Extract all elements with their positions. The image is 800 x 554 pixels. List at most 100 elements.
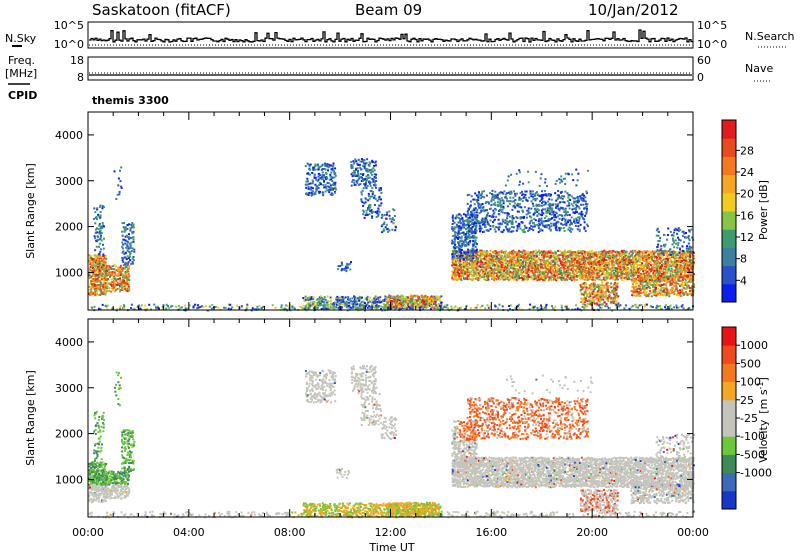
power-echo-cell — [458, 255, 461, 258]
power-echo-cell — [120, 186, 123, 189]
power-echo-cell — [657, 266, 660, 269]
power-echo-cell — [651, 256, 653, 259]
power-echo-cell — [558, 267, 561, 270]
power-echo-cell — [370, 209, 373, 211]
power-echo-cell — [522, 252, 525, 255]
power-echo-cell — [326, 165, 328, 168]
power-echo-cell — [319, 165, 322, 168]
power-echo-cell — [550, 252, 553, 255]
power-echo-cell — [358, 299, 361, 302]
power-echo-cell — [648, 253, 650, 256]
power-echo-cell — [360, 301, 363, 304]
power-echo-cell — [373, 194, 376, 197]
power-echo-cell — [378, 189, 381, 192]
power-echo-cell — [474, 261, 477, 264]
power-echo-cell — [668, 265, 671, 268]
power-echo-cell — [472, 249, 475, 252]
power-echo-cell — [367, 176, 370, 179]
power-echo-cell — [594, 279, 597, 282]
power-echo-cell — [552, 252, 555, 255]
power-echo-cell — [372, 170, 375, 173]
power-echo-cell — [627, 260, 630, 263]
power-echo-cell — [110, 268, 113, 271]
power-echo-cell — [117, 278, 120, 281]
power-echo-cell — [664, 268, 667, 271]
power-echo-cell — [621, 263, 624, 266]
power-echo-cell — [596, 270, 599, 273]
power-echo-cell — [317, 187, 320, 189]
power-echo-cell — [633, 264, 635, 267]
power-echo-cell — [535, 263, 538, 265]
power-echo-cell — [577, 250, 580, 253]
power-echo-cell — [384, 295, 387, 298]
power-echo-cell — [578, 255, 581, 258]
power-echo-cell — [369, 204, 372, 207]
power-echo-cell — [586, 254, 589, 257]
power-echo-cell — [126, 269, 129, 272]
power-echo-cell — [497, 222, 500, 225]
power-echo-cell — [621, 254, 623, 257]
power-echo-cell — [548, 254, 551, 257]
power-echo-cell — [674, 252, 677, 255]
power-echo-cell — [127, 275, 130, 278]
power-echo-cell — [385, 306, 388, 309]
power-echo-cell — [564, 253, 567, 255]
power-echo-cell — [362, 164, 365, 167]
power-echo-cell — [612, 275, 614, 278]
power-echo-cell — [523, 196, 526, 199]
power-echo-cell — [106, 279, 109, 282]
power-echo-cell — [103, 290, 106, 293]
power-echo-cell — [643, 259, 646, 262]
power-echo-cell — [611, 270, 613, 273]
power-echo-cell — [101, 225, 104, 228]
power-echo-cell — [506, 273, 509, 276]
power-echo-cell — [681, 271, 684, 274]
power-echo-cell — [390, 220, 393, 223]
power-echo-cell — [535, 254, 538, 257]
power-echo-cell — [666, 259, 669, 262]
power-echo-cell — [473, 209, 476, 212]
power-echo-cell — [318, 298, 321, 301]
power-echo-cell — [433, 303, 436, 305]
power-echo-cell — [97, 236, 100, 238]
power-echo-cell — [519, 259, 522, 261]
power-echo-cell — [460, 235, 463, 238]
power-echo-cell — [500, 251, 503, 254]
power-echo-cell — [478, 203, 481, 206]
power-echo-cell — [663, 268, 666, 271]
power-echo-cell — [470, 265, 473, 268]
power-echo-cell — [557, 257, 560, 259]
power-echo-cell — [360, 200, 363, 203]
power-echo-cell — [517, 259, 520, 262]
power-echo-cell — [320, 165, 323, 168]
power-echo-cell — [382, 228, 385, 231]
power-echo-cell — [571, 251, 574, 254]
power-echo-cell — [474, 245, 477, 248]
power-echo-cell — [521, 279, 524, 282]
power-echo-cell — [378, 195, 381, 198]
power-echo-cell — [98, 271, 101, 274]
power-echo-cell — [322, 192, 325, 195]
power-echo-cell — [675, 267, 678, 270]
power-echo-cell — [95, 245, 98, 248]
power-echo-cell — [599, 267, 602, 269]
power-echo-cell — [487, 272, 489, 275]
power-echo-cell — [570, 274, 573, 277]
power-echo-cell — [353, 303, 356, 306]
power-echo-cell — [380, 187, 382, 190]
power-echo-cell — [115, 265, 117, 268]
power-echo-cell — [466, 242, 469, 245]
power-echo-cell — [644, 251, 647, 254]
power-echo-cell — [536, 275, 539, 277]
power-echo-cell — [499, 278, 501, 281]
power-echo-cell — [380, 189, 382, 191]
power-echo-cell — [556, 268, 559, 271]
power-echo-cell — [484, 221, 486, 224]
power-echo-cell — [686, 262, 688, 265]
power-echo-cell — [628, 262, 631, 264]
power-echo-cell — [94, 266, 97, 269]
power-echo-cell — [500, 256, 503, 259]
power-echo-cell — [669, 258, 672, 261]
power-echo-cell — [452, 241, 454, 244]
power-echo-cell — [568, 277, 571, 280]
